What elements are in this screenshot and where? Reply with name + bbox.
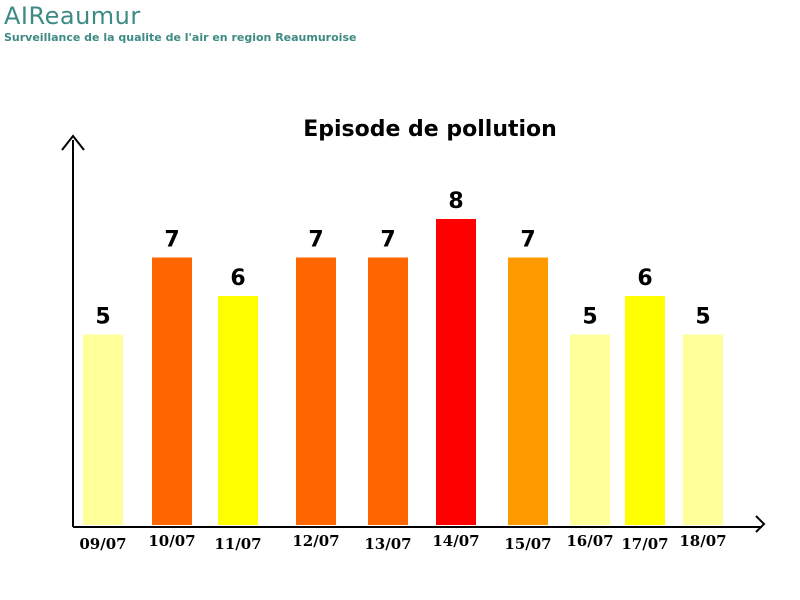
brand-name: AIReaumur	[4, 2, 141, 30]
bar-11-07	[218, 296, 258, 525]
x-tick-label: 12/07	[292, 532, 339, 550]
data-label: 6	[637, 266, 652, 291]
y-axis-arrow-icon	[61, 134, 85, 151]
data-label: 7	[308, 228, 323, 253]
x-tick-label: 18/07	[679, 532, 726, 550]
data-label: 5	[695, 305, 710, 330]
brand-subtitle: Surveillance de la qualite de l'air en r…	[4, 31, 357, 44]
x-axis-arrow-icon	[755, 515, 766, 533]
bar-14-07	[436, 219, 476, 525]
bar-09-07	[83, 334, 123, 525]
bar-18-07	[683, 334, 723, 525]
x-tick-label: 11/07	[214, 535, 261, 553]
data-label: 7	[164, 228, 179, 253]
data-label: 7	[520, 228, 535, 253]
x-tick-label: 17/07	[621, 535, 668, 553]
bar-16-07	[570, 334, 610, 525]
chart-title: Episode de pollution	[303, 117, 557, 142]
bar-12-07	[296, 257, 336, 525]
bar-17-07	[625, 296, 665, 525]
x-tick-label: 14/07	[432, 532, 479, 550]
bar-13-07	[368, 257, 408, 525]
x-tick-label: 09/07	[79, 535, 126, 553]
x-tick-label: 16/07	[566, 532, 613, 550]
data-label: 8	[448, 189, 463, 214]
x-tick-label: 15/07	[504, 535, 551, 553]
brand-header: AIReaumur Surveillance de la qualite de …	[4, 0, 356, 44]
bar-10-07	[152, 257, 192, 525]
data-label: 5	[582, 305, 597, 330]
data-label: 6	[230, 266, 245, 291]
x-tick-label: 10/07	[148, 532, 195, 550]
bar-15-07	[508, 257, 548, 525]
data-label: 7	[380, 228, 395, 253]
data-label: 5	[95, 305, 110, 330]
x-tick-label: 13/07	[364, 535, 411, 553]
